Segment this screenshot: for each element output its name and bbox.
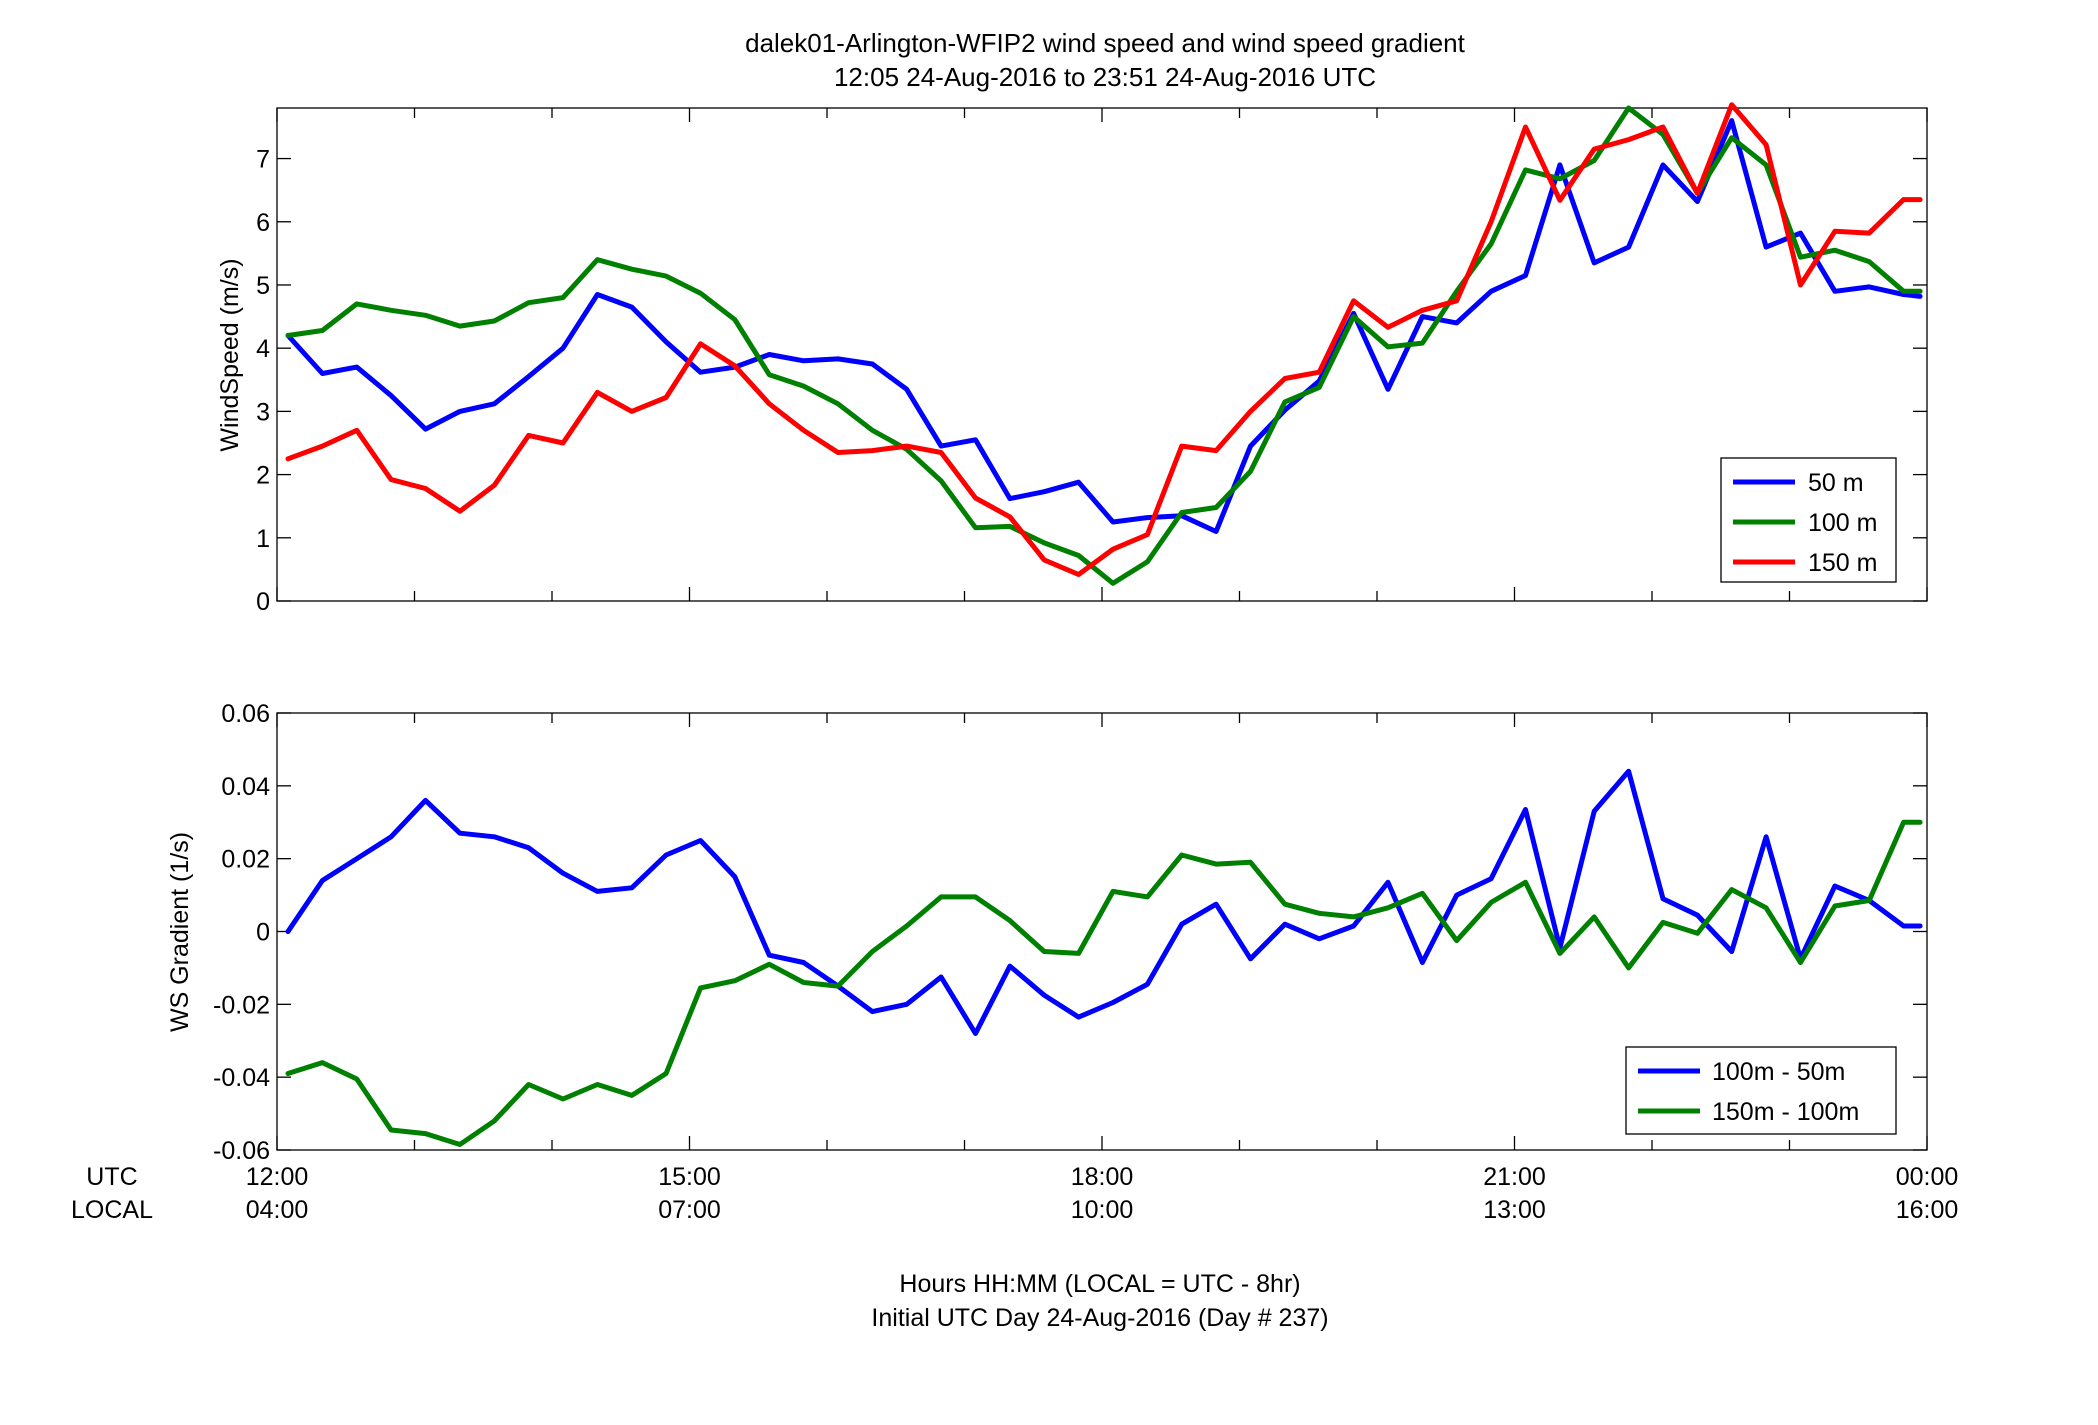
gradient-ytick-label: -0.02	[213, 991, 270, 1019]
windspeed-series-line-1	[285, 105, 1923, 586]
gradient-ytick-label: 0.02	[221, 846, 270, 874]
windspeed-ylabel: WindSpeed (m/s)	[216, 258, 244, 451]
windspeed-series-line-0	[285, 118, 1923, 534]
windspeed-ytick-label: 3	[256, 398, 270, 426]
x-tick-labels: 12:00 04:00 15:00 07:00 18:00 10:00 21:00 13:00…	[246, 1163, 1959, 1224]
gradient-legend-label: 150m - 100m	[1712, 1098, 1859, 1126]
gradient-ytick-label: -0.04	[213, 1064, 270, 1092]
gradient-ytick-label: 0	[256, 919, 270, 947]
x-tick-utc: 00:00	[1896, 1163, 1959, 1191]
gradient-panel: -0.06 -0.04 -0.02 0 0.02 0.04 0.06 WS Gradient…	[166, 700, 1928, 1165]
windspeed-ytick-label: 1	[256, 525, 270, 553]
windspeed-ytick-label: 0	[256, 588, 270, 616]
gradient-legend-label: 100m - 50m	[1712, 1058, 1845, 1086]
x-tick-local: 07:00	[658, 1196, 721, 1224]
x-tick-utc: 15:00	[658, 1163, 721, 1191]
x-tick-utc: 12:00	[246, 1163, 309, 1191]
x-tick-local: 16:00	[1896, 1196, 1959, 1224]
gradient-series	[285, 768, 1923, 1147]
figure-subtitle: 12:05 24-Aug-2016 to 23:51 24-Aug-2016 U…	[834, 62, 1376, 92]
gradient-ylabel: WS Gradient (1/s)	[166, 832, 194, 1032]
figure-title: dalek01-Arlington-WFIP2 wind speed and w…	[745, 28, 1466, 58]
windspeed-ytick-label: 5	[256, 272, 270, 300]
windspeed-ytick-label: 4	[256, 335, 270, 363]
windspeed-ytick-label: 6	[256, 209, 270, 237]
x-tick-local: 10:00	[1071, 1196, 1134, 1224]
x-tick-utc: 18:00	[1071, 1163, 1134, 1191]
gradient-series-line-1	[285, 819, 1923, 1147]
gradient-legend-box	[1625, 1046, 1897, 1135]
local-row-label: LOCAL	[71, 1196, 153, 1224]
windspeed-legend-label: 100 m	[1808, 509, 1877, 537]
gradient-ticks: -0.06 -0.04 -0.02 0 0.02 0.04 0.06	[213, 700, 1928, 1165]
x-axis-sublabel: Initial UTC Day 24-Aug-2016 (Day # 237)	[871, 1304, 1328, 1332]
x-tick-utc: 21:00	[1483, 1163, 1546, 1191]
x-axis-label: Hours HH:MM (LOCAL = UTC - 8hr)	[899, 1270, 1300, 1298]
windspeed-series-line-2	[285, 102, 1923, 577]
windspeed-panel: 0 1 2 3 4 5 6 7 WindSpeed (m/s) 50 m 100 m 150 m	[216, 102, 1928, 616]
gradient-ytick-label: 0.04	[221, 773, 270, 801]
x-tick-local: 04:00	[246, 1196, 309, 1224]
gradient-ytick-label: -0.06	[213, 1137, 270, 1165]
gradient-ytick-label: 0.06	[221, 700, 270, 728]
windspeed-legend: 50 m 100 m 150 m	[1720, 457, 1897, 583]
windspeed-legend-label: 150 m	[1808, 549, 1877, 577]
windspeed-ytick-label: 7	[256, 146, 270, 174]
x-tick-local: 13:00	[1483, 1196, 1546, 1224]
windspeed-series	[285, 102, 1923, 586]
utc-row-label: UTC	[86, 1163, 137, 1191]
gradient-legend: 100m - 50m 150m - 100m	[1625, 1046, 1897, 1135]
windspeed-legend-label: 50 m	[1808, 469, 1864, 497]
windspeed-ytick-label: 2	[256, 462, 270, 490]
windspeed-ticks: 0 1 2 3 4 5 6 7	[256, 108, 1928, 616]
gradient-series-line-0	[285, 768, 1923, 1036]
